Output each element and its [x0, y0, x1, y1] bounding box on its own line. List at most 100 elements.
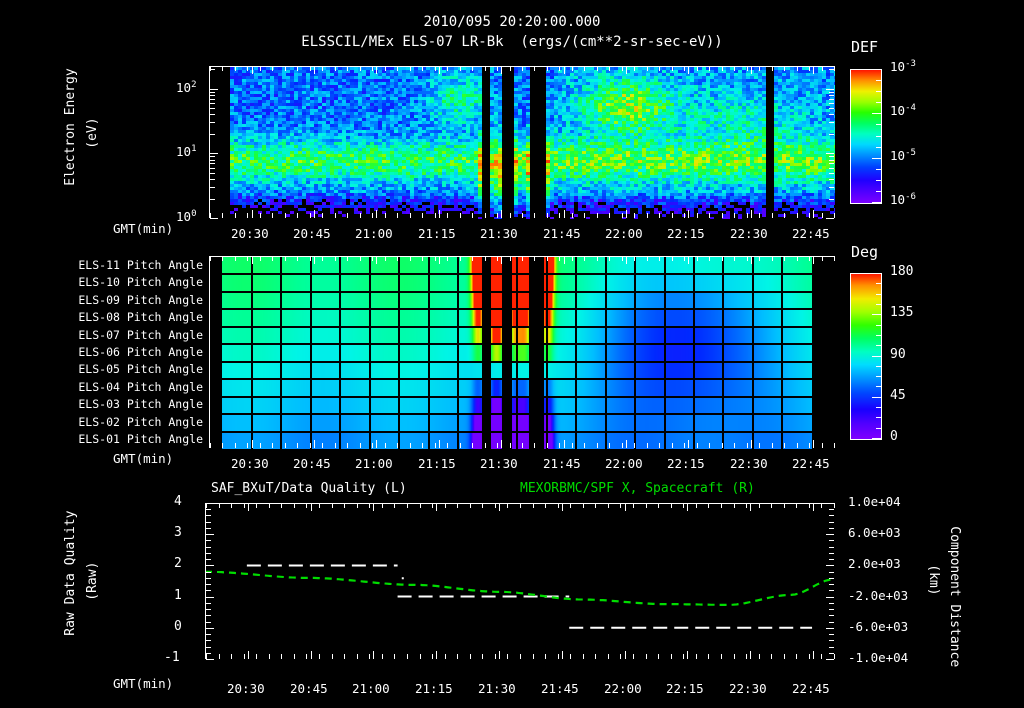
- pitch-xtick-minor: [435, 256, 436, 261]
- energy-ytick-minor: [210, 108, 215, 109]
- def-cbtick-minor: [876, 180, 881, 181]
- bottom-xtick-minor: [281, 503, 282, 508]
- bottom-xtick-minor: [382, 503, 383, 508]
- pitch-xtick-minor: [285, 256, 286, 261]
- energy-ytick-minor-r: [829, 99, 834, 100]
- energy-xtick-major-b: [439, 210, 440, 218]
- pitch-xtick-major: [751, 256, 752, 264]
- bottom-xtick-major: [813, 503, 814, 511]
- energy-xaxis-label: GMT(min): [113, 221, 174, 236]
- bottom-ytick-right-3: -2.0e+03: [848, 587, 909, 603]
- pitch-xtick-major-b: [501, 440, 502, 448]
- bottom-xtick-minor: [558, 503, 559, 508]
- pitch-xtick-minor-b: [385, 443, 386, 448]
- energy-xtick-minor-b: [834, 213, 835, 218]
- bottom-xtick-minor-b: [570, 654, 571, 659]
- bottom-xtick-major-b: [687, 651, 688, 659]
- pitch-xtick-minor: [497, 256, 498, 261]
- bottom-xtick-minor-b: [507, 654, 508, 659]
- energy-xtick-20:30: 20:30: [231, 226, 269, 241]
- pitch-row-label-4: ELS-04 Pitch Angle: [78, 379, 203, 394]
- energy-xtick-major: [626, 66, 627, 74]
- bottom-xtick-minor: [620, 503, 621, 508]
- pitch-xtick-20:45: 20:45: [293, 456, 331, 471]
- pitch-xtick-minor: [247, 256, 248, 261]
- bottom-xtick-minor: [306, 503, 307, 508]
- energy-xtick-minor: [460, 66, 461, 71]
- pitch-xtick-22:00: 22:00: [605, 456, 643, 471]
- plot-datetime-title: 2010/095 20:20:00.000: [423, 14, 601, 30]
- pitch-xtick-minor-b: [210, 443, 211, 448]
- bottom-xtick-minor-b: [244, 654, 245, 659]
- energy-xtick-minor-b: [684, 213, 685, 218]
- pitch-xtick-minor-b: [360, 443, 361, 448]
- pitch-row-label-1: ELS-01 Pitch Angle: [78, 432, 203, 447]
- energy-xtick-minor: [697, 66, 698, 71]
- pitch-xtick-minor: [360, 256, 361, 261]
- bottom-ytick-minor: [206, 578, 211, 579]
- pitch-xtick-minor-b: [722, 443, 723, 448]
- bottom-xtick-major-b: [436, 651, 437, 659]
- bottom-xtick-minor-b: [721, 654, 722, 659]
- bottom-xtick-major-b: [248, 651, 249, 659]
- bottom-ytick-minor-r: [829, 534, 834, 535]
- pitch-xtick-minor: [522, 256, 523, 261]
- deg-cbtick-minor: [876, 304, 881, 305]
- energy-ytick-minor: [210, 95, 215, 96]
- energy-ytick-minor-r: [829, 114, 834, 115]
- pitch-xtick-minor-b: [310, 443, 311, 448]
- bottom-xtick-minor-b: [759, 654, 760, 659]
- pitch-row-label-10: ELS-10 Pitch Angle: [78, 275, 203, 290]
- bottom-xtick-minor: [570, 503, 571, 508]
- energy-xtick-minor-b: [210, 213, 211, 218]
- bottom-xtick-minor: [332, 503, 333, 508]
- bottom-ytick-minor: [206, 572, 211, 573]
- bottom-xtick-minor-b: [294, 654, 295, 659]
- bottom-ytick-minor: [206, 509, 211, 510]
- pitch-xtick-minor: [634, 256, 635, 261]
- bottom-xtick-22:00: 22:00: [604, 681, 642, 696]
- bottom-xtick-minor: [809, 503, 810, 508]
- energy-xtick-minor: [709, 66, 710, 71]
- bottom-xtick-minor: [507, 503, 508, 508]
- energy-xtick-major: [688, 66, 689, 74]
- bottom-xtick-minor: [595, 503, 596, 508]
- deg-colorbar-title: Deg: [851, 243, 879, 261]
- energy-xtick-minor: [784, 66, 785, 71]
- pitch-xtick-minor: [310, 256, 311, 261]
- bottom-xtick-minor-b: [319, 654, 320, 659]
- pitch-xtick-major-b: [688, 440, 689, 448]
- def-cbtick-minor: [876, 113, 881, 114]
- bottom-ytick-minor: [206, 584, 211, 585]
- deg-cbtick-minor: [876, 345, 881, 346]
- bottom-ytick-minor-r: [829, 547, 834, 548]
- bottom-xtick-minor-b: [821, 654, 822, 659]
- energy-xtick-major-b: [813, 210, 814, 218]
- energy-xtick-minor: [522, 66, 523, 71]
- bottom-xtick-minor-b: [646, 654, 647, 659]
- bottom-xtick-minor-b: [558, 654, 559, 659]
- bottom-xtick-22:30: 22:30: [729, 681, 767, 696]
- pitch-xtick-minor-b: [822, 443, 823, 448]
- energy-ytick-minor-r: [829, 168, 834, 169]
- bottom-xtick-minor-b: [206, 654, 207, 659]
- bottom-xtick-minor: [834, 503, 835, 508]
- bottom-xtick-22:45: 22:45: [792, 681, 830, 696]
- bottom-xtick-minor: [545, 503, 546, 508]
- bottom-xtick-minor-b: [432, 654, 433, 659]
- energy-xtick-minor-b: [809, 213, 810, 218]
- pitch-xtick-minor: [397, 256, 398, 261]
- bottom-xtick-major-b: [373, 651, 374, 659]
- bottom-ytick-minor: [206, 522, 211, 523]
- deg-cbtick-minor: [876, 294, 881, 295]
- bottom-xtick-minor-b: [357, 654, 358, 659]
- energy-ytick-minor: [210, 168, 215, 169]
- energy-ytick-minor: [210, 173, 215, 174]
- energy-ytick-minor-r: [829, 179, 834, 180]
- pitch-xtick-minor: [222, 256, 223, 261]
- bottom-xtick-minor: [734, 503, 735, 508]
- pitch-xtick-major: [314, 256, 315, 264]
- bottom-xtick-minor-b: [520, 654, 521, 659]
- pitch-xtick-minor-b: [759, 443, 760, 448]
- energy-xtick-minor: [410, 66, 411, 71]
